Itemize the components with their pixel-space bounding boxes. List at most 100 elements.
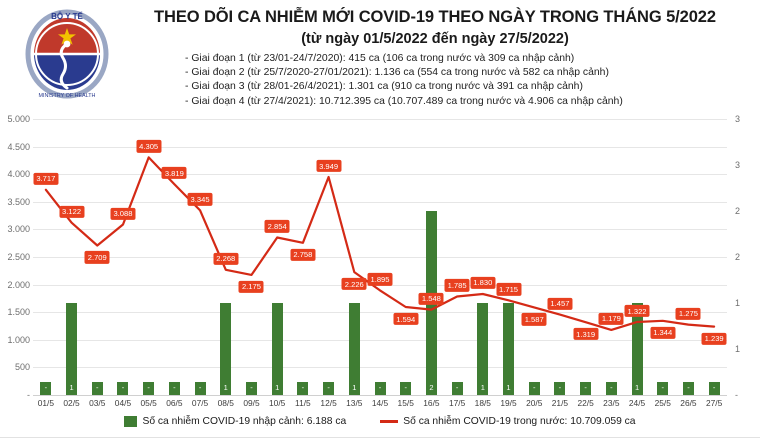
y-axis-left-tick: 3.000 xyxy=(7,224,30,235)
y-axis-left-tick: 2.500 xyxy=(7,252,30,262)
bar[interactable]: - xyxy=(400,382,412,395)
bar-value-label: - xyxy=(250,383,253,392)
line-value-label: 4.305 xyxy=(136,140,162,153)
bar[interactable]: 1 xyxy=(631,303,643,395)
x-axis-tick: 08/5 xyxy=(217,398,234,408)
bar-value-label: 1 xyxy=(634,383,640,392)
line-value-label: 3.345 xyxy=(187,193,213,206)
x-axis-tick: 20/5 xyxy=(526,398,543,408)
legend-bar-swatch-icon xyxy=(124,416,138,427)
bar[interactable]: 1 xyxy=(477,303,489,395)
bar-value-label: 1 xyxy=(352,383,357,392)
bar[interactable]: - xyxy=(297,382,309,395)
legend-item-import-cases[interactable]: Số ca nhiễm COVID-19 nhập cảnh: 6.188 ca xyxy=(124,416,346,427)
y-axis-right-tick: - xyxy=(735,390,738,400)
x-axis-tick: 13/5 xyxy=(346,398,363,408)
x-axis-tick: 16/5 xyxy=(423,398,440,408)
bar-value-label: - xyxy=(327,383,330,392)
bar[interactable]: - xyxy=(657,382,669,395)
x-axis-tick: 12/5 xyxy=(320,398,337,408)
bar[interactable]: 1 xyxy=(271,303,283,395)
line-value-label: 2.758 xyxy=(290,248,316,261)
line-value-label: 1.319 xyxy=(573,328,599,341)
bar-value-label: - xyxy=(173,383,176,392)
line-value-label: 1.457 xyxy=(547,297,573,310)
line-value-label: 3.949 xyxy=(316,159,342,173)
x-axis-tick: 24/5 xyxy=(628,398,646,408)
y-axis-left-tick: 4.500 xyxy=(7,141,30,152)
ministry-of-health-logo-icon: BỘ Y TẾ MINISTRY OF HEALTH xyxy=(24,8,110,100)
bar-value-label: - xyxy=(712,383,716,392)
x-axis-tick: 19/5 xyxy=(500,398,517,408)
phase-line-1: - Giai đoạn 1 (từ 23/01-24/7/2020): 415 … xyxy=(185,53,575,64)
bar-value-label: - xyxy=(584,383,587,392)
gridline xyxy=(33,174,727,176)
line-value-label: 3.717 xyxy=(33,172,59,185)
y-axis-left-tick: 4.000 xyxy=(7,169,30,180)
bar-value-label: - xyxy=(121,383,125,392)
y-axis-left-tick: 500 xyxy=(14,362,30,373)
line-value-label: 1.830 xyxy=(470,276,496,290)
line-value-label: 1.179 xyxy=(598,312,624,326)
bar[interactable]: - xyxy=(40,382,52,395)
bar-value-label: - xyxy=(455,383,459,392)
bar-value-label: - xyxy=(661,383,664,392)
bar-value-label: - xyxy=(198,383,202,392)
logo-bottom-text: MINISTRY OF HEALTH xyxy=(39,93,96,99)
gridline xyxy=(33,229,727,231)
bar[interactable]: - xyxy=(143,382,155,395)
bar[interactable]: - xyxy=(117,382,129,395)
y-axis-left-tick: 3.500 xyxy=(7,196,30,207)
bar-value-label: - xyxy=(404,383,407,392)
x-axis-tick: 27/5 xyxy=(705,398,723,408)
bar[interactable]: - xyxy=(708,382,720,395)
bar[interactable]: - xyxy=(528,382,540,395)
bar[interactable]: - xyxy=(605,382,617,395)
gridline xyxy=(33,257,727,258)
y-axis-left-tick: 1.500 xyxy=(7,307,30,318)
gridline xyxy=(33,339,727,341)
x-axis-tick-labels: 01/5 02/5 03/5 04/5 05/5 06/5 07/5 08/5 09/5 10/5… xyxy=(33,398,727,414)
line-value-label: 3.819 xyxy=(161,167,187,180)
bar[interactable]: - xyxy=(323,382,335,395)
y-axis-left-tick: - xyxy=(27,390,30,400)
x-axis-tick: 18/5 xyxy=(474,398,491,408)
bar-value-label: 1 xyxy=(223,383,228,392)
line-path xyxy=(44,156,716,331)
y-axis-left-tick: 5.000 xyxy=(7,114,30,124)
bar[interactable]: - xyxy=(451,382,463,395)
x-axis-tick: 26/5 xyxy=(680,398,697,408)
gridline xyxy=(33,367,727,369)
x-axis-tick: 15/5 xyxy=(397,398,414,408)
bar[interactable]: - xyxy=(682,382,694,395)
gridline xyxy=(33,146,727,148)
bar[interactable]: - xyxy=(168,382,180,395)
bar[interactable]: - xyxy=(91,382,103,395)
bar[interactable]: 1 xyxy=(220,303,232,395)
chart-plot-area: - 500 1.000 1.500 2.000 2.500 3.000 3.500 4.000 4… xyxy=(7,114,740,400)
bar[interactable]: 1 xyxy=(348,303,360,395)
line-value-label: 1.785 xyxy=(444,279,470,292)
bar-value-label: 1 xyxy=(275,383,280,392)
bar-value-label: - xyxy=(96,383,99,392)
x-axis-tick: 09/5 xyxy=(243,398,260,408)
legend-item-domestic-cases[interactable]: Số ca nhiễm COVID-19 trong nước: 10.709.… xyxy=(380,416,636,427)
x-axis-tick: 06/5 xyxy=(166,398,183,408)
gridline xyxy=(33,312,727,314)
bar-value-label: - xyxy=(687,383,690,392)
bar[interactable]: - xyxy=(194,382,206,395)
page-subtitle: (từ ngày 01/5/2022 đến ngày 27/5/2022) xyxy=(301,31,569,47)
bar[interactable]: - xyxy=(554,382,566,395)
bar[interactable]: 1 xyxy=(66,303,78,395)
bar[interactable]: - xyxy=(374,382,386,395)
x-axis-tick: 14/5 xyxy=(371,398,389,408)
bar-value-label: - xyxy=(610,383,613,392)
bar[interactable]: - xyxy=(245,382,257,395)
bar[interactable]: 1 xyxy=(503,303,515,395)
bar-value-label: - xyxy=(558,383,562,392)
x-axis-baseline xyxy=(33,395,727,396)
bar-value-label: 1 xyxy=(506,383,511,392)
line-value-label: 3.088 xyxy=(110,207,136,220)
bar[interactable]: - xyxy=(580,382,592,395)
phase-line-3: - Giai đoạn 3 (từ 28/01-26/4/2021): 1.30… xyxy=(185,81,583,93)
